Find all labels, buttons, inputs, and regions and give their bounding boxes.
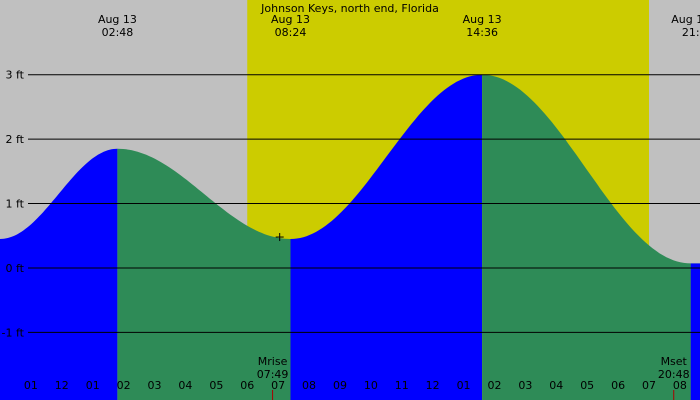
hour-tick-label: 09 (333, 379, 347, 392)
y-tick-label: 0 ft (6, 262, 25, 275)
tide-event-time: 02:48 (102, 26, 134, 39)
tide-event-date: Aug 13 (463, 13, 502, 26)
hour-tick-label: 08 (302, 379, 316, 392)
hour-tick-label: 04 (549, 379, 563, 392)
gridline-layer (28, 74, 700, 400)
y-tick-label: 2 ft (6, 133, 25, 146)
y-tick-label: 1 ft (6, 198, 25, 211)
hour-tick-label: 05 (209, 379, 223, 392)
tide-event-date: Aug 13 (671, 13, 700, 26)
moon-event-name: Mrise (258, 355, 288, 368)
tide-event-time: 08:24 (275, 26, 307, 39)
rising-tide-area-end (690, 263, 700, 400)
hour-tick-label: 06 (611, 379, 625, 392)
y-tick-label: -1 ft (2, 326, 25, 339)
moon-event-time: 20:48 (658, 368, 690, 381)
hour-tick-label: 05 (580, 379, 594, 392)
hour-tick-label: 02 (487, 379, 501, 392)
moon-event-name: Mset (661, 355, 688, 368)
y-tick-label: 3 ft (6, 69, 25, 82)
tide-event-time: 21: (682, 26, 700, 39)
tide-event-date: Aug 13 (271, 13, 310, 26)
hour-tick-label: 07 (642, 379, 656, 392)
hour-tick-label: 11 (395, 379, 409, 392)
hour-tick-label: 06 (240, 379, 254, 392)
tide-area-layer (0, 74, 700, 400)
hour-tick-label: 12 (426, 379, 440, 392)
hour-tick-label: 01 (86, 379, 100, 392)
hour-tick-label: 08 (673, 379, 687, 392)
hour-tick-label: 03 (148, 379, 162, 392)
hour-tick-label: 02 (117, 379, 131, 392)
hour-tick-label: 03 (518, 379, 532, 392)
rising-tide-area (0, 148, 118, 400)
hour-tick-label: 12 (55, 379, 69, 392)
hour-tick-label: 10 (364, 379, 378, 392)
falling-tide-area (117, 148, 291, 400)
hour-tick-label: 01 (24, 379, 38, 392)
rising-tide-area (290, 74, 483, 400)
chart-title: Johnson Keys, north end, Florida (260, 2, 439, 15)
label-layer: Johnson Keys, north end, Florida -1 ft 0 … (2, 2, 700, 392)
hour-tick-label: 07 (271, 379, 285, 392)
tide-event-date: Aug 13 (98, 13, 137, 26)
hour-tick-label: 04 (178, 379, 192, 392)
falling-tide-area (482, 74, 691, 400)
hour-tick-label: 01 (457, 379, 471, 392)
tide-event-time: 14:36 (466, 26, 498, 39)
moon-event-time: 07:49 (257, 368, 289, 381)
